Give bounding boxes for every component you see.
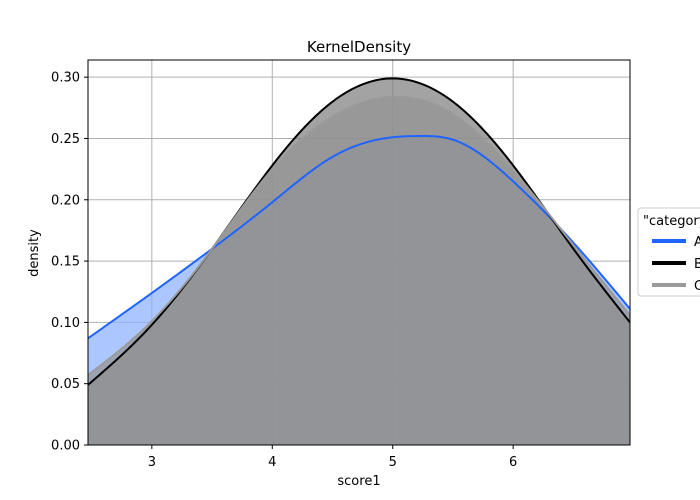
density-lines — [88, 77, 630, 386]
legend: "category" ABC — [637, 207, 700, 297]
y-tick-label: 0.05 — [51, 377, 80, 392]
legend-label-A: A — [694, 235, 700, 250]
chart-title: KernelDensity — [307, 38, 411, 56]
x-tick-label: 5 — [389, 455, 397, 470]
y-tick-label: 0.00 — [51, 439, 80, 454]
legend-entries: ABC — [652, 235, 700, 294]
x-tick-label: 4 — [268, 455, 276, 470]
density-line-A — [88, 134, 630, 340]
density-line-C — [88, 95, 630, 376]
legend-label-B: B — [694, 257, 700, 272]
density-fills — [88, 78, 630, 445]
y-tick-label: 0.10 — [51, 316, 80, 331]
axes: 3 4 5 6 0.00 0.05 0.10 0.15 0.20 0.25 0.30 — [51, 71, 517, 470]
y-tick-label: 0.20 — [51, 193, 80, 208]
plot-frame — [87, 59, 631, 446]
y-tick-label: 0.25 — [51, 132, 80, 147]
x-tick-label: 3 — [148, 455, 156, 470]
density-fill-C — [88, 96, 630, 445]
y-axis-label: density — [27, 229, 42, 277]
x-tick-label: 6 — [509, 455, 517, 470]
y-tick-label: 0.15 — [51, 255, 80, 270]
legend-box — [637, 207, 700, 297]
legend-title: "category" — [643, 214, 700, 229]
legend-label-C: C — [694, 279, 700, 294]
y-tick-label: 0.30 — [51, 71, 80, 86]
x-axis-label: score1 — [337, 474, 380, 489]
